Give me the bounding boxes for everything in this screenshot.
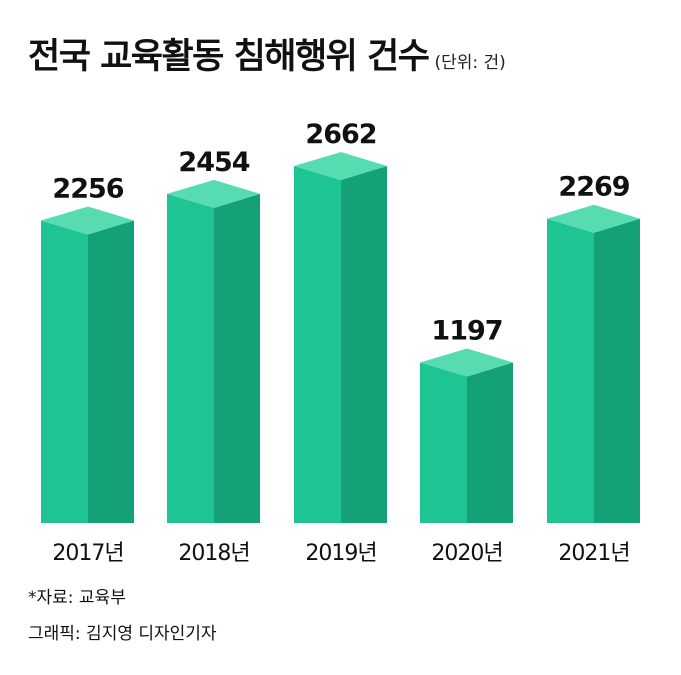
x-tick-label-3: 2020년: [431, 541, 502, 566]
bar-top-2: [294, 152, 387, 180]
bar-side-0: [88, 220, 134, 523]
bar-top-3: [420, 348, 513, 377]
bar-top-4: [547, 204, 640, 233]
x-tick-label-2: 2019년: [305, 541, 376, 566]
bar-value-label-4: 2269: [558, 172, 629, 203]
bar-front-3: [420, 362, 467, 523]
bar-value-label-3: 1197: [431, 315, 502, 346]
bar-front-4: [547, 218, 594, 523]
bar-front-1: [167, 193, 214, 523]
x-tick-label-0: 2017년: [52, 541, 123, 566]
bar-value-label-0: 2256: [52, 173, 123, 204]
bar-value-label-2: 2662: [305, 119, 376, 150]
source-note: *자료: 교육부: [28, 588, 126, 608]
bar-value-label-1: 2454: [178, 147, 249, 178]
bar-top-0: [41, 206, 134, 235]
unit-label: (단위: 건): [434, 53, 506, 73]
x-tick-label-1: 2018년: [178, 541, 249, 566]
bar-side-1: [214, 193, 260, 523]
bar-side-2: [341, 166, 387, 523]
bar-front-0: [41, 220, 88, 523]
bar-side-3: [467, 362, 513, 523]
bar-top-1: [167, 179, 260, 208]
graphic-credit: 그래픽: 김지영 디자인기자: [28, 624, 217, 644]
bar-front-2: [294, 166, 341, 523]
chart-title: 전국 교육활동 침해행위 건수: [28, 37, 430, 77]
title-row: 전국 교육활동 침해행위 건수 (단위: 건): [28, 28, 506, 79]
x-tick-label-4: 2021년: [558, 541, 629, 566]
bar-side-4: [594, 218, 640, 523]
